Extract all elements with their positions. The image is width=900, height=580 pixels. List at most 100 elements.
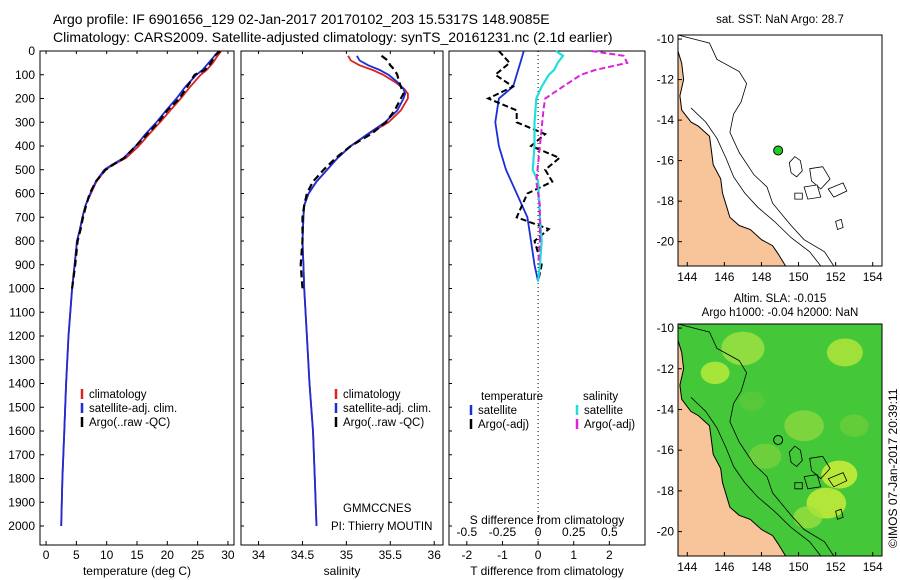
map-lon-label: 144 bbox=[677, 270, 697, 284]
diff-xtick-label-T: 1 bbox=[570, 548, 577, 562]
map-lon-label: 148 bbox=[751, 560, 771, 574]
pressure-tick-label: 1800 bbox=[8, 472, 35, 486]
temperature-legend-label: Argo(..raw -QC) bbox=[89, 417, 170, 429]
diff-legend-label: satellite bbox=[584, 405, 623, 417]
map-lon-label: 150 bbox=[789, 560, 809, 574]
diff-xtick-label-T: -2 bbox=[461, 548, 472, 562]
pressure-tick-label: 1200 bbox=[8, 329, 35, 343]
map-lon-label: 152 bbox=[826, 560, 846, 574]
map-lat-label: -12 bbox=[657, 73, 675, 87]
profile-panel-frame-0 bbox=[39, 50, 235, 546]
sla-anomaly-patch bbox=[700, 361, 730, 385]
pressure-tick-label: 100 bbox=[15, 68, 35, 82]
pressure-tick-label: 1700 bbox=[8, 448, 35, 462]
sla-map-subtitle: Argo h1000: -0.04 h2000: NaN bbox=[702, 307, 859, 319]
salinity-xtick-label: 34 bbox=[252, 548, 266, 562]
sst-map-title: sat. SST: NaN Argo: 28.7 bbox=[716, 14, 844, 26]
reef-outline bbox=[809, 166, 831, 190]
map-lat-label: -20 bbox=[657, 235, 675, 249]
map-lon-label: 148 bbox=[751, 270, 771, 284]
map-lon-label: 152 bbox=[826, 270, 846, 284]
map-lon-label: 150 bbox=[789, 270, 809, 284]
pressure-tick-label: 1100 bbox=[9, 305, 35, 319]
reef-outline bbox=[835, 508, 844, 520]
map-content-sla-map bbox=[678, 324, 882, 556]
profile-panel-frame-2 bbox=[448, 50, 646, 546]
map-lat-label: -12 bbox=[657, 362, 675, 376]
pressure-tick-label: 1400 bbox=[8, 377, 35, 391]
pressure-tick-label: 1000 bbox=[8, 282, 35, 296]
map-content-sst-map bbox=[678, 35, 848, 266]
temperature-xtick-label: 25 bbox=[191, 548, 205, 562]
diff-xlabel-top: S difference from climatology bbox=[470, 513, 625, 527]
sla-anomaly-patch bbox=[739, 391, 765, 412]
salinity-legend-label: climatology bbox=[343, 389, 401, 401]
reef-outline bbox=[794, 482, 803, 490]
pressure-tick-label: 1500 bbox=[8, 400, 35, 414]
diff-series-0 bbox=[494, 50, 539, 282]
map-lon-label: 154 bbox=[863, 560, 883, 574]
coastline-land bbox=[678, 51, 787, 266]
reef-outline bbox=[803, 184, 822, 200]
pressure-tick-label: 1900 bbox=[8, 495, 35, 509]
diff-xlabel: T difference from climatology bbox=[470, 564, 624, 578]
map-lon-label: 146 bbox=[714, 270, 734, 284]
pressure-tick-label: 2000 bbox=[8, 519, 35, 533]
diff-legend-label: satellite bbox=[478, 405, 517, 417]
pressure-tick-label: 300 bbox=[15, 115, 35, 129]
diff-xtick-label-T: -1 bbox=[497, 548, 508, 562]
map-lat-label: -10 bbox=[657, 32, 675, 46]
map-lat-label: -16 bbox=[657, 443, 675, 457]
reef-outline bbox=[794, 192, 803, 200]
salinity-legend-label: Argo(..raw -QC) bbox=[343, 417, 424, 429]
reef-outline bbox=[809, 455, 831, 480]
sla-anomaly-patch bbox=[748, 443, 782, 469]
pressure-tick-label: 1300 bbox=[8, 353, 35, 367]
temperature-xtick-label: 0 bbox=[43, 548, 50, 562]
temperature-xtick-label: 10 bbox=[100, 548, 114, 562]
diff-legend-header-temperature: temperature bbox=[481, 391, 543, 403]
diff-legend-label: Argo(-adj) bbox=[478, 419, 529, 431]
reef-outline bbox=[827, 472, 848, 488]
diff-xtick-label-T: 0 bbox=[535, 548, 542, 562]
argo-profile-location bbox=[773, 145, 784, 156]
gmmc-cnes-label: GMMCCNES bbox=[343, 503, 412, 515]
temperature-series-1 bbox=[60, 50, 220, 527]
diff-xtick-label-S: -0.25 bbox=[489, 525, 517, 539]
diff-xtick-label-S: 0.25 bbox=[562, 525, 586, 539]
map-frame-sla-map bbox=[677, 323, 883, 557]
climatology-title: Climatology: CARS2009. Satellite-adjuste… bbox=[53, 29, 613, 45]
imos-timestamp: ©IMOS 07-Jan-2017 20:39:11 bbox=[886, 388, 900, 548]
sla-anomaly-patch bbox=[793, 506, 823, 529]
salinity-xtick-label: 34.5 bbox=[291, 548, 315, 562]
temperature-xtick-label: 15 bbox=[130, 548, 144, 562]
pressure-tick-label: 600 bbox=[15, 187, 35, 201]
sla-anomaly-patch bbox=[826, 338, 863, 367]
map-frame-sst-map bbox=[677, 34, 883, 267]
pressure-tick-label: 800 bbox=[15, 234, 35, 248]
temperature-series-2 bbox=[71, 50, 221, 289]
pressure-tick-label: 500 bbox=[15, 163, 35, 177]
sla-anomaly-patch bbox=[839, 414, 869, 437]
diff-xtick-label-T: 2 bbox=[606, 548, 613, 562]
salinity-xtick-label: 36 bbox=[428, 548, 442, 562]
sla-anomaly-patch bbox=[721, 331, 765, 366]
reef-outline bbox=[827, 182, 848, 198]
pressure-tick-label: 400 bbox=[15, 139, 35, 153]
reef-outline bbox=[803, 474, 822, 490]
isobath-200 bbox=[690, 397, 822, 556]
map-lat-label: -18 bbox=[657, 484, 675, 498]
pressure-tick-label: 0 bbox=[28, 44, 35, 58]
salinity-series-2 bbox=[299, 54, 405, 289]
diff-legend-label: Argo(-adj) bbox=[584, 419, 635, 431]
isobath-1000 bbox=[678, 324, 835, 556]
temperature-xtick-label: 30 bbox=[221, 548, 235, 562]
pressure-tick-label: 900 bbox=[15, 258, 35, 272]
diff-series-1 bbox=[485, 50, 562, 282]
pressure-tick-label: 200 bbox=[15, 92, 35, 106]
argo-profile-location bbox=[773, 435, 784, 445]
temperature-legend-label: climatology bbox=[89, 389, 147, 401]
reef-outline bbox=[788, 445, 803, 468]
diff-series-2 bbox=[531, 50, 565, 282]
